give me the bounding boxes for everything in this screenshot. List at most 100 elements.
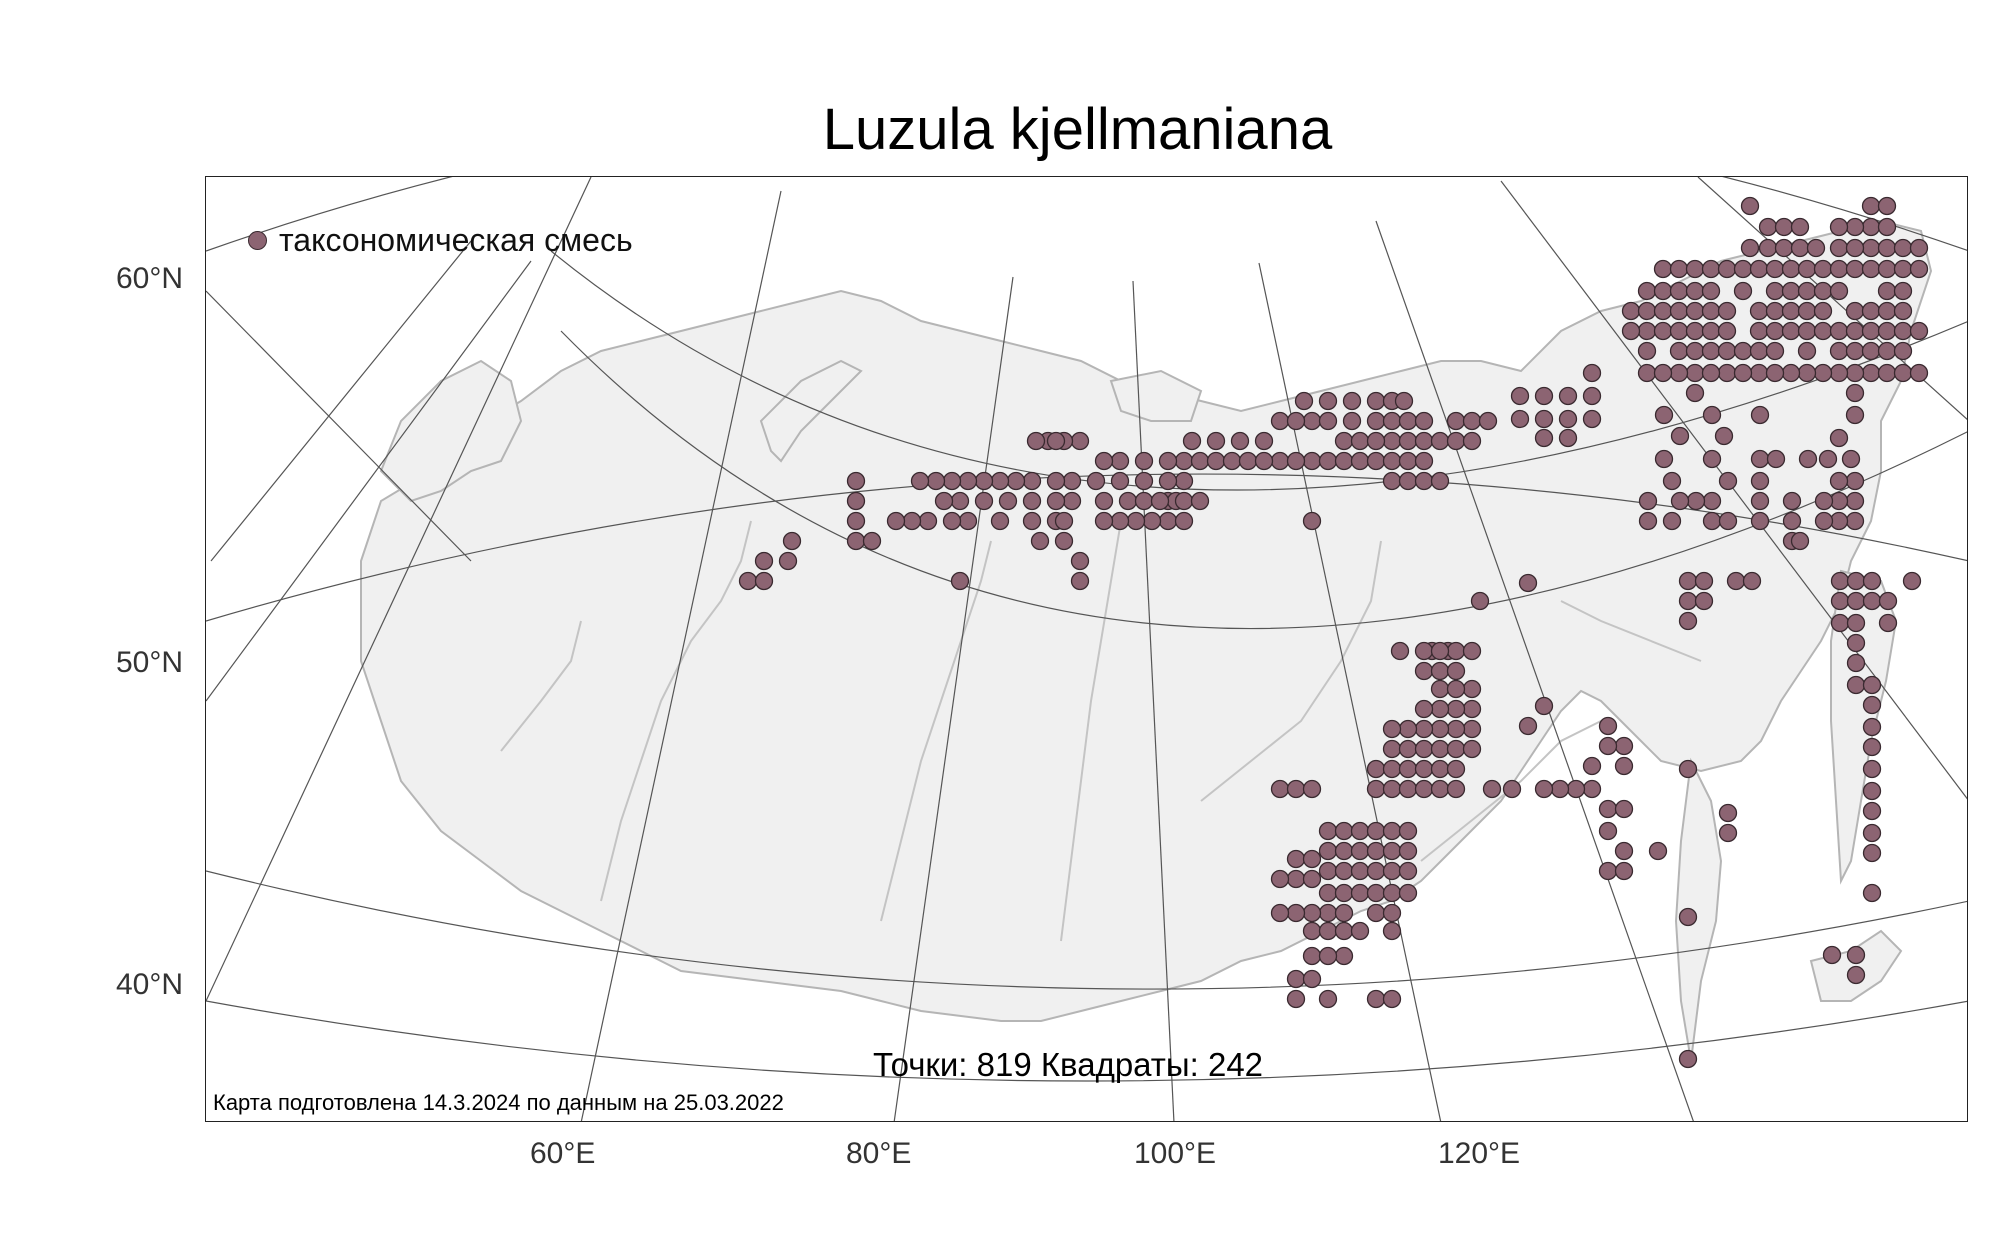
occurrence-dot — [1566, 779, 1586, 799]
rivers — [500, 520, 1702, 942]
occurrence-dot — [1398, 861, 1418, 881]
occurrence-dot — [1366, 883, 1386, 903]
occurrence-dot — [1669, 341, 1689, 361]
occurrence-dot — [1026, 431, 1046, 451]
occurrence-dot — [1286, 903, 1306, 923]
occurrence-dot — [1482, 779, 1502, 799]
occurrence-dot — [1806, 238, 1826, 258]
occurrence-dot — [1414, 451, 1434, 471]
occurrence-dot — [1582, 386, 1602, 406]
occurrence-dot — [1909, 259, 1929, 279]
occurrence-dot — [1110, 471, 1130, 491]
occurrence-dot — [846, 531, 866, 551]
occurrence-dot — [1286, 969, 1306, 989]
occurrence-dot — [1830, 613, 1850, 633]
occurrence-dot — [1830, 571, 1850, 591]
occurrence-dot — [1902, 571, 1922, 591]
occurrence-dot — [1502, 779, 1522, 799]
occurrence-dot — [1366, 391, 1386, 411]
occurrence-dot — [1182, 431, 1202, 451]
occurrence-dot — [1701, 363, 1721, 383]
occurrence-dot — [1086, 471, 1106, 491]
occurrence-dot — [1862, 591, 1882, 611]
occurrence-dot — [1430, 471, 1450, 491]
legend-marker — [248, 231, 267, 250]
occurrence-dot — [1334, 821, 1354, 841]
occurrence-dot — [1845, 383, 1865, 403]
occurrence-dot — [1814, 511, 1834, 531]
occurrence-dot — [1750, 449, 1770, 469]
occurrence-dot — [1398, 451, 1418, 471]
occurrence-dot — [754, 571, 774, 591]
occurrence-dot — [1637, 301, 1657, 321]
occurrence-dot — [1302, 946, 1322, 966]
occurrence-dot — [1230, 431, 1250, 451]
occurrence-dot — [910, 471, 930, 491]
occurrence-dot — [1846, 653, 1866, 673]
occurrence-dot — [1302, 451, 1322, 471]
occurrence-dot — [1398, 719, 1418, 739]
lon-tick-120: 120°E — [1438, 1137, 1521, 1170]
occurrence-dot — [1030, 531, 1050, 551]
occurrence-dot — [1598, 799, 1618, 819]
occurrence-dot — [1350, 841, 1370, 861]
occurrence-dot — [1070, 431, 1090, 451]
occurrence-dot — [1302, 849, 1322, 869]
occurrence-dot — [1366, 903, 1386, 923]
occurrence-dot — [1749, 341, 1769, 361]
occurrence-dot — [1398, 779, 1418, 799]
occurrence-dot — [1877, 259, 1897, 279]
occurrence-dot — [1685, 259, 1705, 279]
occurrence-dot — [1694, 591, 1714, 611]
occurrence-dot — [1350, 451, 1370, 471]
occurrence-dot — [1350, 861, 1370, 881]
occurrence-dot — [1534, 409, 1554, 429]
occurrence-dot — [1334, 903, 1354, 923]
occurrence-dot — [1318, 841, 1338, 861]
occurrence-dot — [974, 471, 994, 491]
occurrence-dot — [1430, 779, 1450, 799]
occurrence-dot — [862, 531, 882, 551]
occurrence-dot — [1414, 719, 1434, 739]
occurrence-dot — [1334, 921, 1354, 941]
occurrence-dot — [1653, 281, 1673, 301]
occurrence-dot — [1190, 491, 1210, 511]
occurrence-dot — [1829, 217, 1849, 237]
occurrence-dot — [1174, 491, 1194, 511]
map-title: Luzula kjellmaniana — [822, 97, 1333, 162]
occurrence-dot — [1142, 511, 1162, 531]
occurrence-dot — [1818, 449, 1838, 469]
occurrence-dot — [1398, 759, 1418, 779]
occurrence-dot — [1797, 321, 1817, 341]
occurrence-dot — [1862, 759, 1882, 779]
occurrence-dot — [1366, 759, 1386, 779]
map-canvas — [206, 177, 1967, 1121]
map-panel — [205, 176, 1968, 1122]
occurrence-dot — [1366, 779, 1386, 799]
occurrence-dot — [1685, 363, 1705, 383]
occurrence-dot — [1062, 471, 1082, 491]
occurrence-dot — [1653, 301, 1673, 321]
occurrence-dot — [1430, 661, 1450, 681]
occurrence-dot — [1382, 411, 1402, 431]
occurrence-dot — [1158, 511, 1178, 531]
occurrence-dot — [1893, 341, 1913, 361]
lat-tick-60: 60°N — [116, 262, 184, 295]
occurrence-dot — [1446, 641, 1466, 661]
occurrence-dot — [1446, 779, 1466, 799]
occurrence-dot — [1758, 217, 1778, 237]
occurrence-dot — [1813, 301, 1833, 321]
occurrence-dot — [1430, 719, 1450, 739]
occurrence-dot — [1334, 883, 1354, 903]
occurrence-dot — [1382, 759, 1402, 779]
occurrence-dot — [1733, 363, 1753, 383]
occurrence-dot — [1637, 281, 1657, 301]
occurrence-dot — [1829, 281, 1849, 301]
occurrence-dot — [1749, 259, 1769, 279]
occurrence-dot — [1845, 511, 1865, 531]
occurrence-dot — [1398, 821, 1418, 841]
occurrence-dot — [1845, 491, 1865, 511]
occurrence-dot — [1813, 363, 1833, 383]
occurrence-dot — [1430, 641, 1450, 661]
occurrence-dot — [1830, 591, 1850, 611]
